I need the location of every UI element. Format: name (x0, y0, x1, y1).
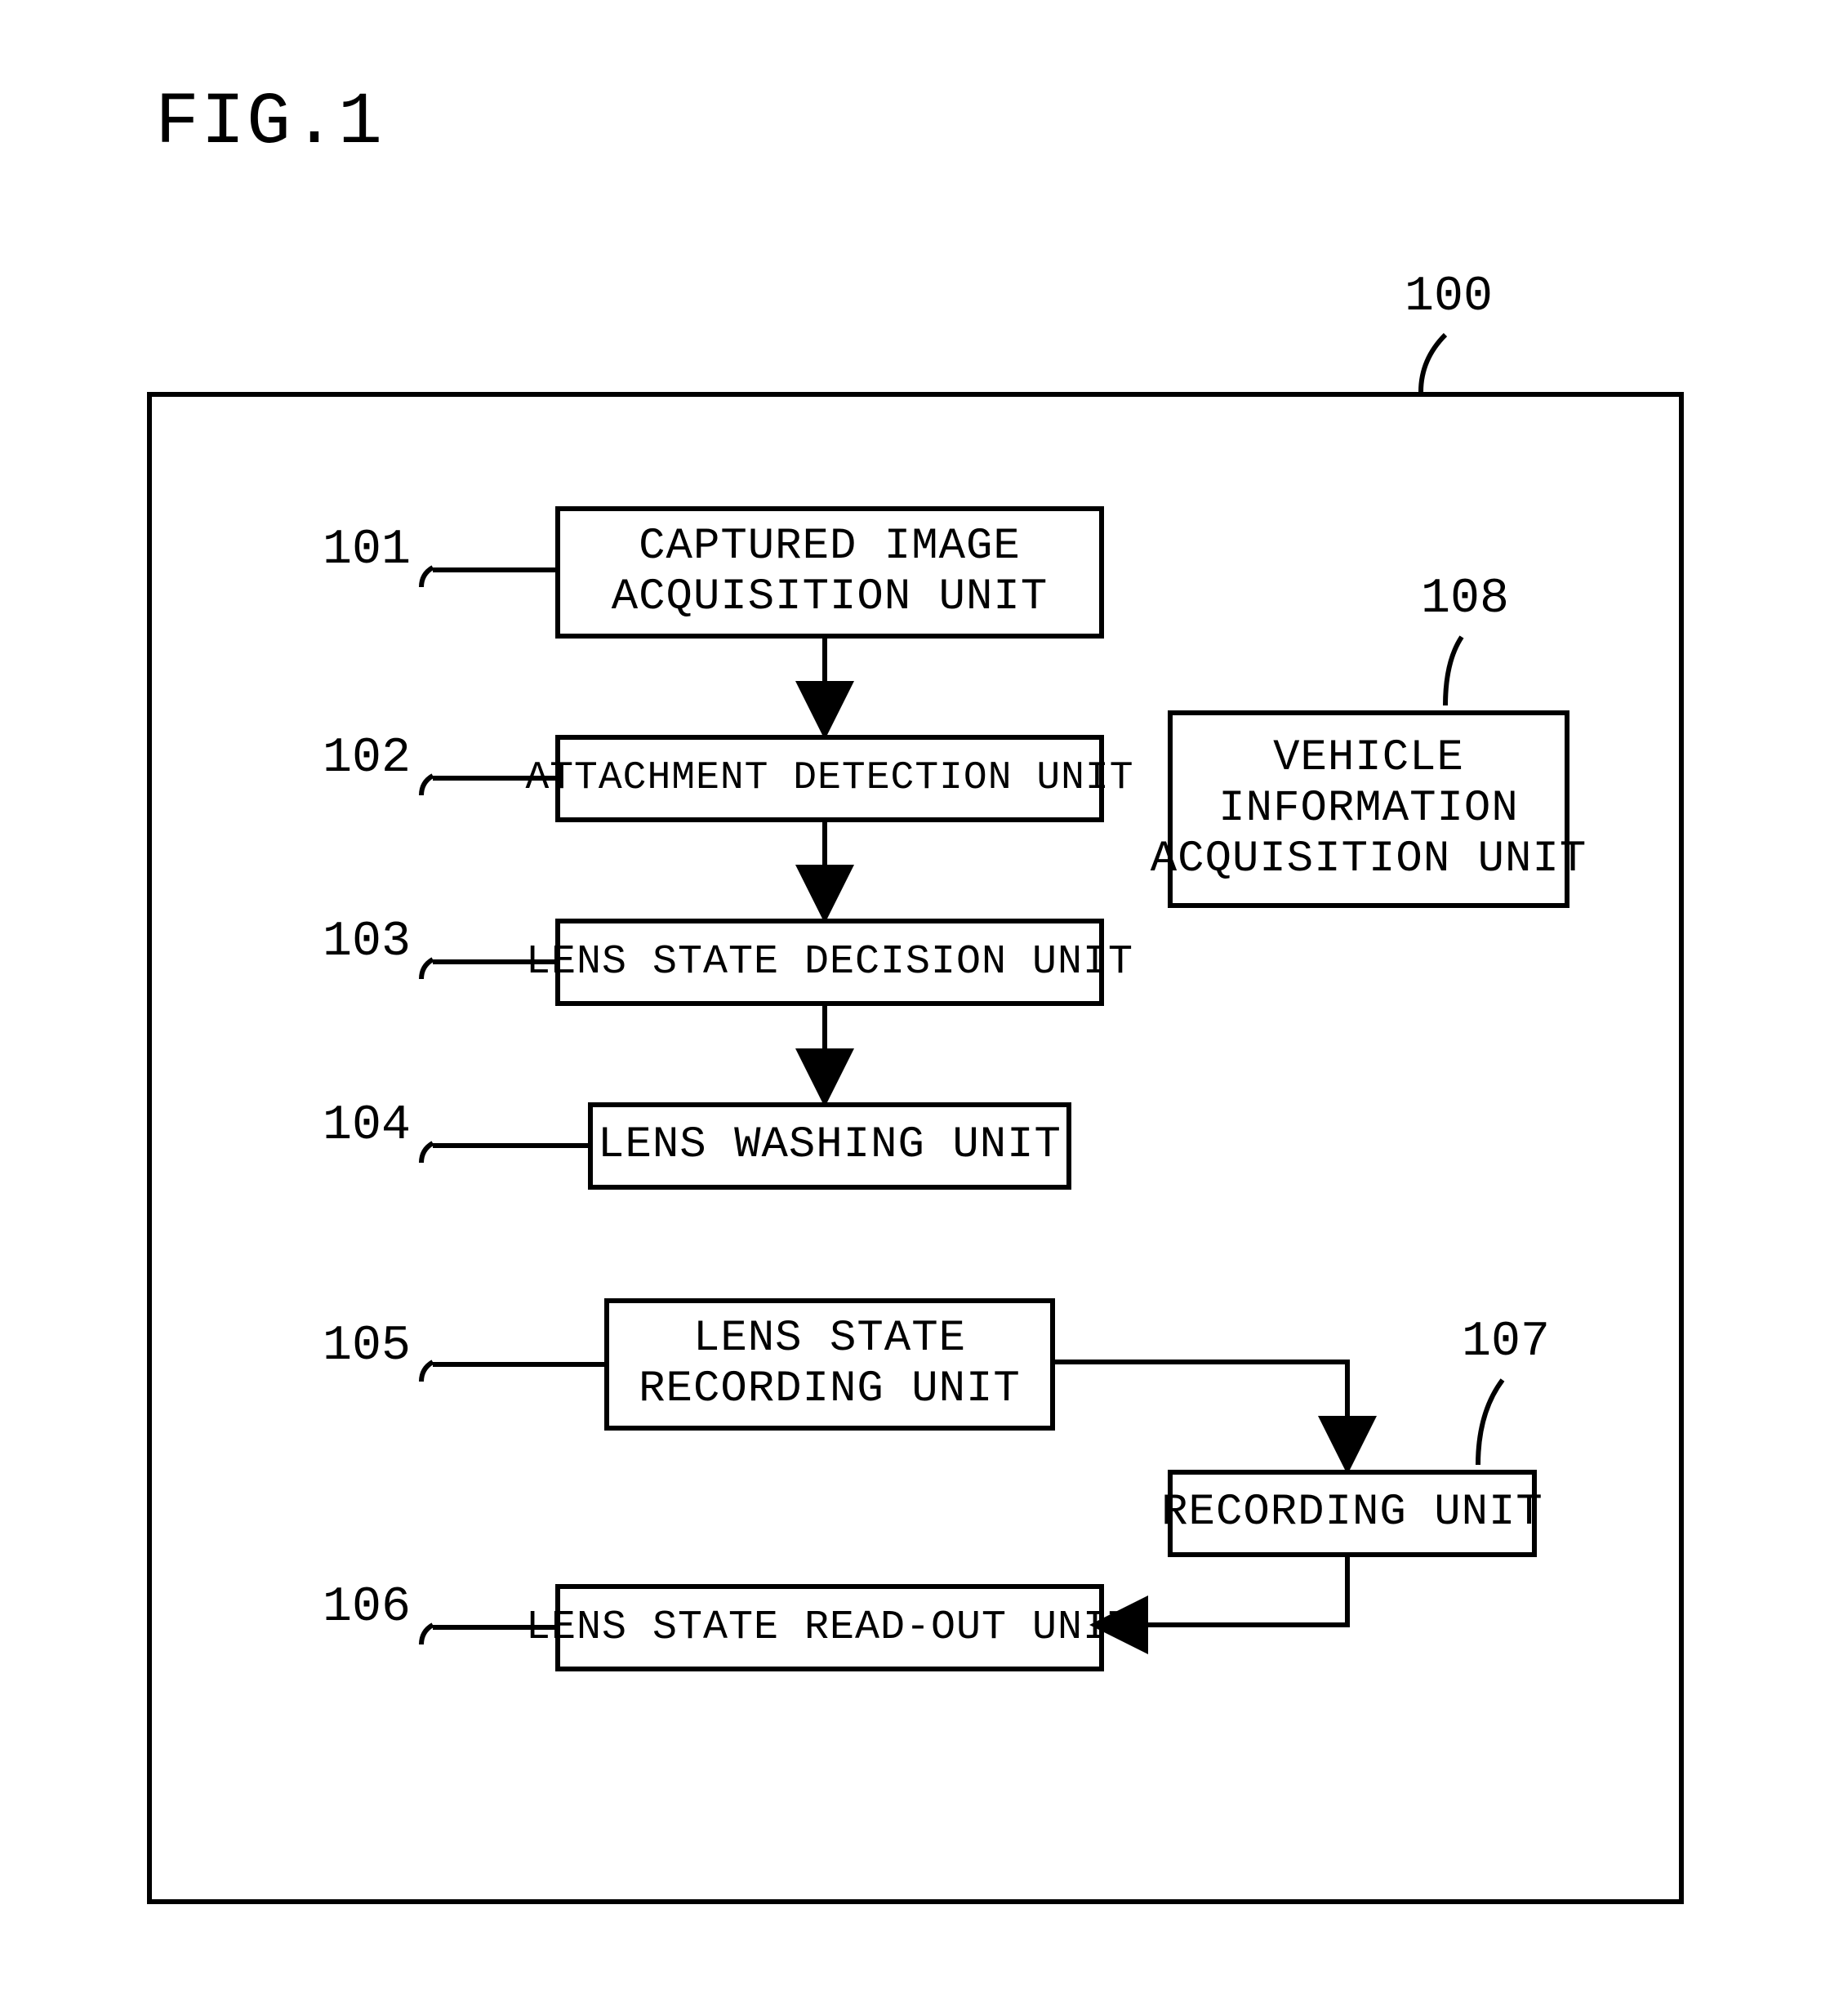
connectors (0, 0, 1821, 2016)
